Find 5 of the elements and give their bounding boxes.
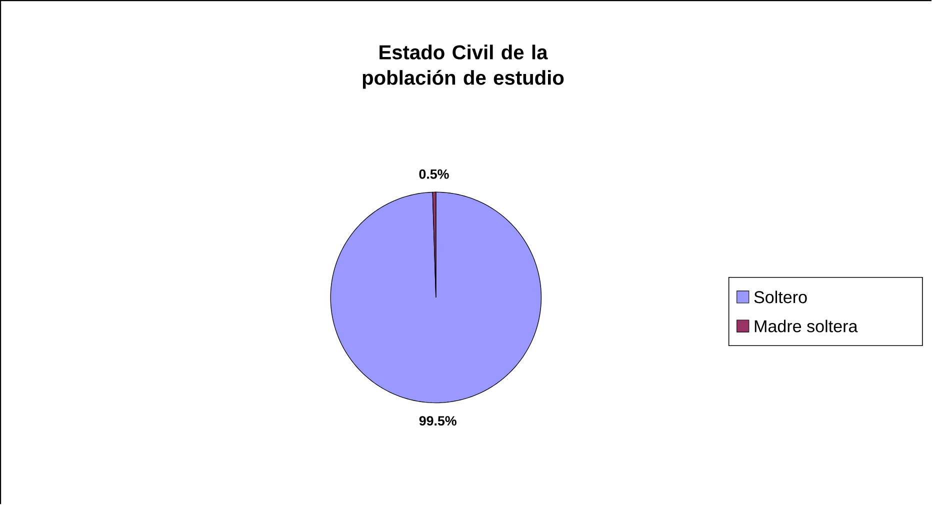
legend-label: Madre soltera <box>754 320 858 332</box>
chart-title: Estado Civil de la población de estudio <box>362 44 564 89</box>
legend-label: Soltero <box>754 290 807 304</box>
data-label: 99.5% <box>419 416 456 426</box>
data-label: 0.5% <box>419 170 449 179</box>
